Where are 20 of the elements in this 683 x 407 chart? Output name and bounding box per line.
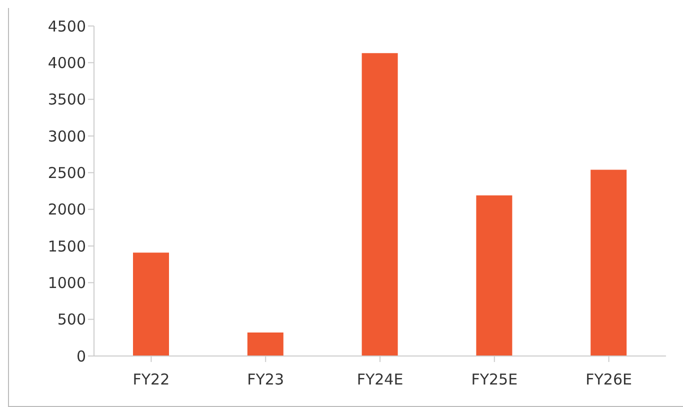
bar xyxy=(476,195,512,356)
bar xyxy=(362,53,398,356)
x-tick-label: FY24E xyxy=(356,370,404,389)
bar xyxy=(133,252,169,356)
y-tick-label: 2000 xyxy=(48,200,86,219)
x-tick-label: FY22 xyxy=(132,370,170,389)
bar xyxy=(247,332,284,356)
bar xyxy=(590,170,627,356)
y-tick-label: 3500 xyxy=(48,90,86,109)
y-tick-label: 0 xyxy=(76,347,86,366)
y-tick-label: 500 xyxy=(57,310,86,329)
y-tick-label: 1500 xyxy=(48,237,86,256)
x-tick-label: FY26E xyxy=(586,370,632,389)
x-tick-label: FY25E xyxy=(471,370,518,389)
y-tick-label: 3000 xyxy=(48,127,86,146)
y-tick-label: 2500 xyxy=(48,164,86,182)
y-tick-label: 4500 xyxy=(48,17,86,36)
x-tick-label: FY23 xyxy=(247,370,284,389)
y-tick-label: 4000 xyxy=(48,54,86,72)
y-tick-label: 1000 xyxy=(48,274,86,292)
